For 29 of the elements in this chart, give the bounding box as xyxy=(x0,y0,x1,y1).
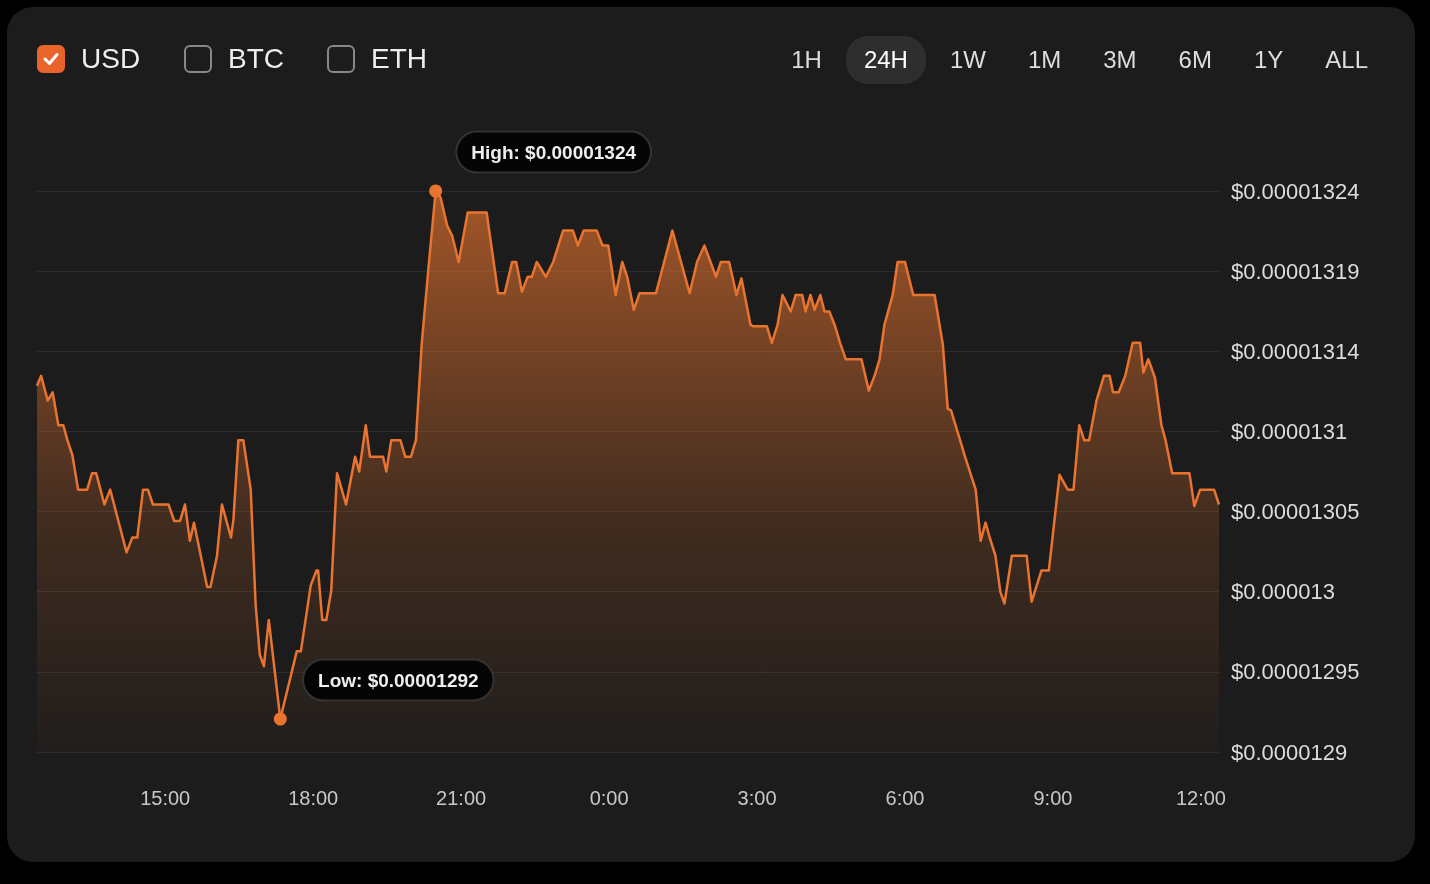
annotation: Low: $0.00001292 xyxy=(318,669,479,691)
x-tick-label: 18:00 xyxy=(288,787,339,809)
text: 1W xyxy=(948,45,987,75)
text: BTC xyxy=(228,43,284,75)
x-tick-label: 12:00 xyxy=(1175,787,1226,809)
x-tick-label: 9:00 xyxy=(1033,787,1073,809)
y-tick-label: $0.00001319 xyxy=(1231,258,1360,284)
x-tick-label: 3:00 xyxy=(737,787,777,809)
x-tick-label: 0:00 xyxy=(589,787,629,809)
text: 1H xyxy=(790,45,823,75)
y-tick-label: $0.00001324 xyxy=(1231,178,1360,204)
y-tick-label: $0.000013 xyxy=(1231,579,1335,605)
text: 6M xyxy=(1177,45,1213,75)
text: 24H xyxy=(845,36,926,84)
annotation: High: $0.00001324 xyxy=(471,141,637,163)
x-tick-label: 15:00 xyxy=(140,787,191,809)
text: ETH xyxy=(371,43,427,75)
x-tick-label: 21:00 xyxy=(436,787,487,809)
y-tick-label: $0.00001305 xyxy=(1231,499,1360,525)
y-tick-label: $0.00001314 xyxy=(1231,338,1360,364)
text: ALL xyxy=(1324,45,1369,75)
text: 3M xyxy=(1102,45,1138,75)
text: USD xyxy=(81,43,141,75)
y-tick-label: $0.0000131 xyxy=(1231,418,1348,444)
y-tick-label: $0.00001295 xyxy=(1231,659,1360,685)
y-tick-label: $0.0000129 xyxy=(1231,739,1348,765)
text: 1M xyxy=(1026,45,1063,75)
text: 1Y xyxy=(1252,45,1285,75)
x-tick-label: 6:00 xyxy=(885,787,925,809)
